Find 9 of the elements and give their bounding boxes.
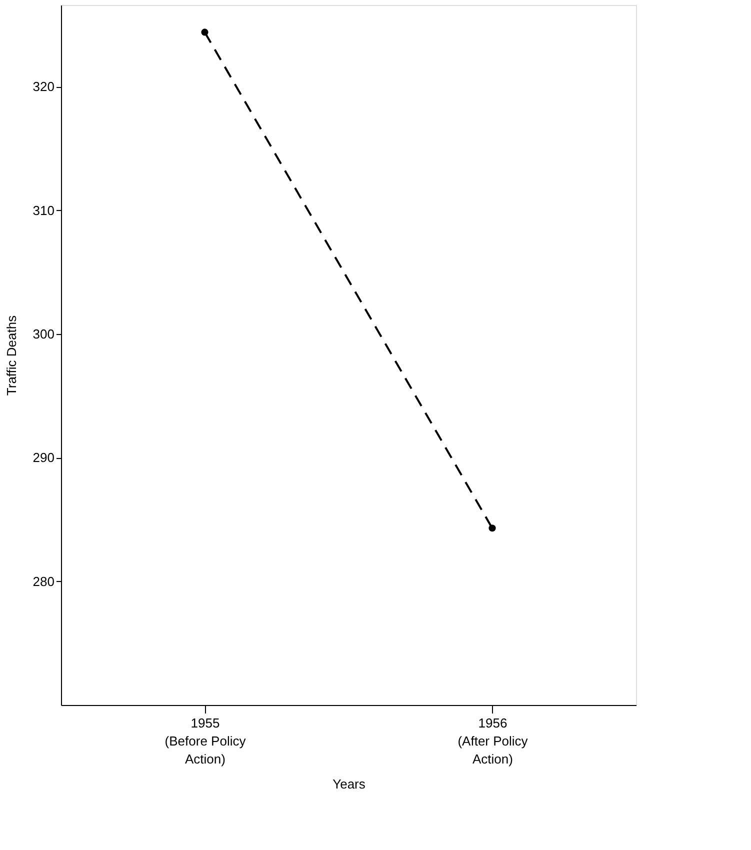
y-tick-label: 320: [32, 79, 54, 94]
y-axis-title: Traffic Deaths: [4, 314, 19, 396]
y-tick-label: 300: [32, 326, 54, 342]
y-tick-label: 290: [32, 450, 54, 466]
y-tick-label: 310: [32, 202, 54, 218]
y-tick-label: 280: [32, 574, 54, 589]
x-axis-title: Years: [332, 776, 366, 792]
x-tick-label: 1956 (After Policy Action): [458, 716, 528, 766]
x-tick-label: 1955 (Before Policy Action): [164, 716, 246, 766]
